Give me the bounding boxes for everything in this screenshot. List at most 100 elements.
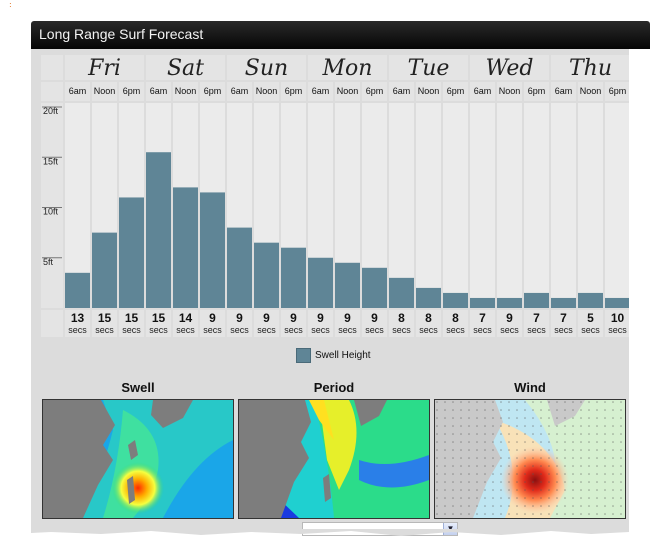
period-cell [578, 310, 603, 337]
period-unit: secs [122, 325, 141, 335]
period-cell [389, 310, 414, 337]
day-label: Tue [408, 56, 450, 81]
period-map[interactable] [238, 399, 430, 519]
swell-bar [551, 297, 576, 308]
swell-bar [497, 297, 522, 308]
plot-column [389, 103, 414, 308]
day-label: Fri [87, 56, 121, 81]
swell-map[interactable] [42, 399, 234, 519]
period-value: 8 [452, 311, 459, 325]
swell-bar [254, 242, 279, 308]
period-value: 9 [344, 311, 351, 325]
time-label: 6am [150, 86, 168, 96]
time-label: Noon [418, 86, 440, 96]
torn-edge [31, 529, 629, 536]
plot-column [470, 103, 495, 308]
time-label: 6pm [609, 86, 627, 96]
time-header-cell [119, 82, 144, 101]
time-header-cell [200, 82, 225, 101]
day-label: Thu [569, 56, 612, 81]
time-label: 6am [231, 86, 249, 96]
period-cell [92, 310, 117, 337]
period-value: 15 [152, 311, 166, 325]
y-tick-label: 20ft [43, 106, 59, 116]
time-header-cell [335, 82, 360, 101]
plot-column [605, 103, 629, 308]
period-unit: secs [608, 325, 627, 335]
period-value: 7 [533, 311, 540, 325]
period-unit: secs [176, 325, 195, 335]
time-header-cell [470, 82, 495, 101]
period-value: 9 [317, 311, 324, 325]
period-value: 13 [71, 311, 85, 325]
page-title: Long Range Surf Forecast [39, 26, 204, 42]
period-value: 9 [506, 311, 513, 325]
period-cell [65, 310, 90, 337]
period-value: 8 [425, 311, 432, 325]
time-label: Noon [499, 86, 521, 96]
period-value: 10 [611, 311, 625, 325]
time-label: 6am [555, 86, 573, 96]
swell-bar [605, 297, 629, 308]
title-bar: Long Range Surf Forecast [31, 21, 650, 49]
time-header-cell [65, 82, 90, 101]
time-header-cell [605, 82, 629, 101]
period-unit: secs [527, 325, 546, 335]
swell-chart: Fri Sat Sun Mon Tue Wed Thu 6am Noon 6pm 6am Noon 6… [41, 55, 629, 337]
time-header-cell [416, 82, 441, 101]
day-label: Wed [486, 56, 534, 81]
period-unit: secs [149, 325, 168, 335]
time-label: 6pm [447, 86, 465, 96]
period-cell [362, 310, 387, 337]
period-unit: secs [500, 325, 519, 335]
day-label: Mon [322, 56, 373, 81]
time-label: 6pm [366, 86, 384, 96]
period-unit: secs [392, 325, 411, 335]
swell-bar [443, 292, 468, 308]
swell-bar [146, 152, 171, 308]
map-title-period: Period [313, 380, 355, 395]
time-label: 6pm [285, 86, 303, 96]
time-label: 6am [312, 86, 330, 96]
axis-time-cell [41, 82, 63, 101]
period-unit: secs [446, 325, 465, 335]
wind-map[interactable] [434, 399, 626, 519]
period-cell [497, 310, 522, 337]
map-title-swell: Swell [121, 380, 155, 395]
period-unit: secs [554, 325, 573, 335]
legend-swatch [296, 347, 311, 363]
day-header-cell [146, 55, 225, 80]
time-header-cell [281, 82, 306, 101]
period-unit: secs [95, 325, 114, 335]
time-header-cell [92, 82, 117, 101]
time-header-cell [524, 82, 549, 101]
period-unit: secs [284, 325, 303, 335]
swell-bar [92, 232, 117, 308]
period-cell [605, 310, 629, 337]
y-tick-label: 15ft [43, 156, 59, 166]
period-unit: secs [311, 325, 330, 335]
period-unit: secs [473, 325, 492, 335]
legend-label: Swell Height [315, 349, 371, 361]
swell-bar [416, 287, 441, 308]
time-label: 6am [474, 86, 492, 96]
time-label: Noon [94, 86, 116, 96]
y-tick-label: 5ft [43, 257, 54, 267]
period-unit: secs [257, 325, 276, 335]
period-cell [416, 310, 441, 337]
day-header-cell [470, 55, 549, 80]
day-header-cell [551, 55, 629, 80]
swell-bar [335, 262, 360, 308]
period-cell [227, 310, 252, 337]
time-header-cell [443, 82, 468, 101]
period-unit: secs [581, 325, 600, 335]
period-cell [335, 310, 360, 337]
period-unit: secs [203, 325, 222, 335]
corner-mark: : [9, 0, 12, 9]
forecast-panel: Fri Sat Sun Mon Tue Wed Thu 6am Noon 6pm 6am Noon 6… [31, 49, 629, 536]
period-cell [146, 310, 171, 337]
day-label: Sat [167, 56, 204, 81]
chart-legend: Swell Height [296, 346, 371, 364]
period-cell [119, 310, 144, 337]
time-label: 6pm [123, 86, 141, 96]
